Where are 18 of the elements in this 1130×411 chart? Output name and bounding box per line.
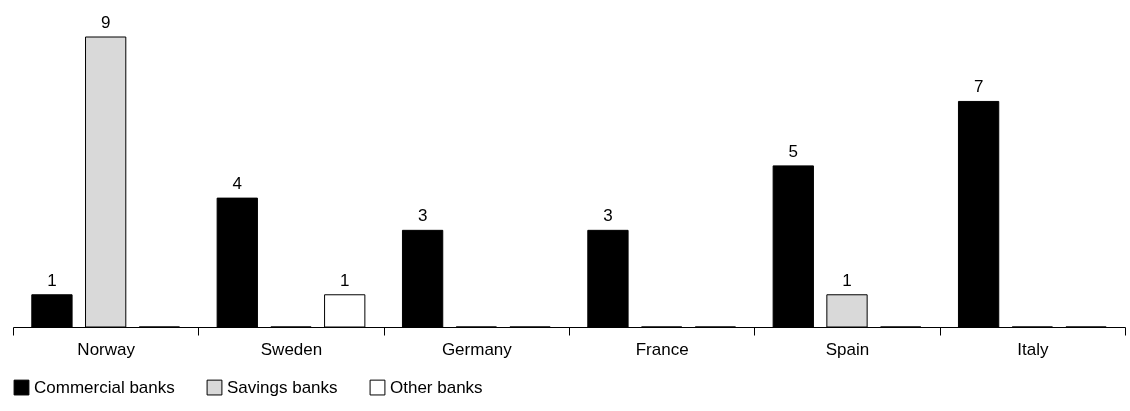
- data-label: 1: [47, 270, 57, 290]
- data-label: 9: [100, 13, 111, 32]
- x-tick-label: Italy: [1017, 339, 1049, 359]
- data-label: 4: [232, 174, 243, 194]
- data-label: 1: [842, 270, 852, 290]
- x-tick-label: Norway: [77, 339, 136, 359]
- legend-label: Commercial banks: [34, 377, 175, 397]
- x-tick-label: Germany: [441, 339, 513, 359]
- data-label: 3: [417, 206, 428, 226]
- legend-label: Other banks: [390, 377, 483, 397]
- data-label: 5: [788, 141, 799, 161]
- data-label: 1: [339, 270, 350, 290]
- x-tick-label: Sweden: [260, 339, 323, 359]
- data-label: 3: [603, 206, 613, 226]
- x-tick-label: France: [635, 339, 689, 359]
- x-tick-label: Spain: [825, 339, 870, 359]
- legend-label: Savings banks: [227, 377, 338, 397]
- data-label: 7: [973, 77, 984, 97]
